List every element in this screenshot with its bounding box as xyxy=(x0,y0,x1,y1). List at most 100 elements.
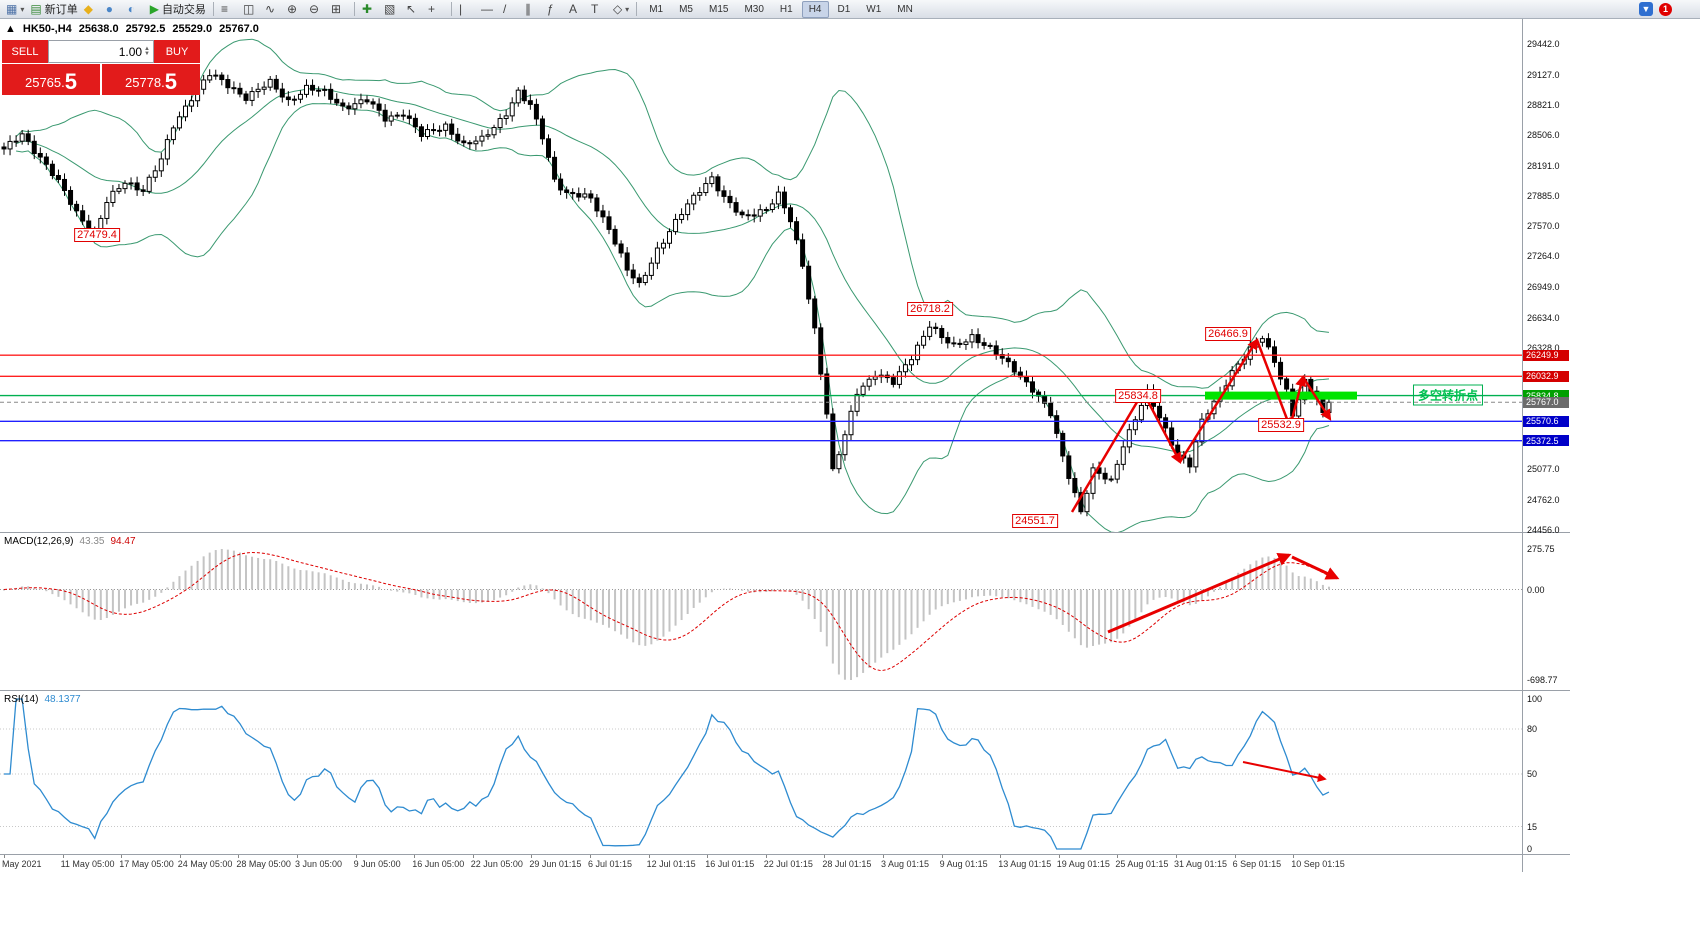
price-tick: 28191.0 xyxy=(1527,160,1560,171)
time-tick-mark xyxy=(1058,855,1060,858)
symbol-label: HK50-,H4 xyxy=(22,23,72,35)
time-tick-mark xyxy=(179,855,181,858)
text-icon: A xyxy=(568,1,577,16)
volume-input[interactable]: 1.00 ▲ ▼ xyxy=(48,40,154,63)
time-tick: 22 Jun 05:00 xyxy=(470,859,523,869)
help-icon[interactable]: ◐ xyxy=(125,1,147,18)
autotrade-button-label: 自动交易 xyxy=(161,4,206,16)
timeframe-h4[interactable]: H4 xyxy=(801,0,829,18)
candlestick-chart-icon: ◫ xyxy=(242,1,255,16)
time-tick: 13 Aug 01:15 xyxy=(998,859,1052,869)
line-chart-icon[interactable]: ∿ xyxy=(262,1,284,18)
timeframe-m15[interactable]: M15 xyxy=(709,3,729,15)
price-tick: 26634.0 xyxy=(1527,312,1560,323)
chart-window-icon[interactable]: ▦ ▾ xyxy=(3,1,27,18)
tile-windows-icon[interactable]: ⊞ xyxy=(328,1,350,18)
market-icon[interactable]: ● xyxy=(103,1,125,18)
toolbar-right-group: ▼ 1 xyxy=(1639,2,1672,16)
buy-price-big: 5 xyxy=(164,69,177,94)
panel-collapse-arrow[interactable]: ▲ xyxy=(5,23,16,35)
time-tick: 10 Sep 01:15 xyxy=(1291,859,1345,869)
shapes-icon[interactable]: ◇ ▾ xyxy=(610,1,632,18)
channel-icon[interactable]: ∥ xyxy=(522,1,544,18)
buy-price[interactable]: 25778. 5 xyxy=(102,64,200,95)
time-tick-mark xyxy=(883,855,884,858)
time-tick: 12 Jul 01:15 xyxy=(646,859,696,869)
quote-high: 25792.5 xyxy=(125,23,166,35)
toolbar-separator xyxy=(353,2,355,16)
time-tick-mark xyxy=(1234,855,1236,858)
rsi-name: RSI(14) xyxy=(4,694,39,705)
price-tick: 24456.0 xyxy=(1527,525,1560,535)
timeframe-d1[interactable]: D1 xyxy=(837,3,851,15)
bar-chart-icon[interactable]: ≡ xyxy=(218,1,240,18)
zoom-in-icon[interactable]: ⊕ xyxy=(284,1,306,18)
time-tick: 16 Jul 01:15 xyxy=(705,859,755,869)
shapes-icon-dropdown[interactable]: ▾ xyxy=(625,4,630,14)
shapes-icon: ◇ xyxy=(612,1,623,16)
time-tick: 3 Jun 05:00 xyxy=(295,859,343,869)
timeframe-m30[interactable]: M30 xyxy=(744,3,764,15)
macd-pane[interactable] xyxy=(0,533,1522,690)
candlestick-chart-icon[interactable]: ◫ xyxy=(240,1,262,18)
time-tick-mark xyxy=(1293,855,1295,858)
rsi-axis-label: 15 xyxy=(1527,821,1538,832)
notification-badge[interactable]: 1 xyxy=(1659,2,1672,16)
horizontal-line-icon[interactable]: — xyxy=(478,1,500,18)
trendline-icon[interactable]: / xyxy=(500,1,522,18)
time-tick-mark xyxy=(62,855,64,858)
macd-axis-label: 0.00 xyxy=(1527,584,1545,595)
time-tick: 25 Aug 01:15 xyxy=(1115,859,1169,869)
macd-axis-label: -698.77 xyxy=(1527,675,1558,685)
timeframe-w1[interactable]: W1 xyxy=(866,3,882,15)
timeframe-mn[interactable]: MN xyxy=(897,3,913,15)
crosshair-icon[interactable]: + xyxy=(425,1,447,18)
price-tick: 27570.0 xyxy=(1527,221,1560,232)
cursor-icon[interactable]: ↖ xyxy=(403,1,425,18)
axis-price-label: 26032.9 xyxy=(1523,370,1569,382)
toolbar-separator xyxy=(450,2,452,16)
new-order-button[interactable]: ▤ 新订单 xyxy=(27,1,80,18)
vertical-line-icon[interactable]: | xyxy=(456,1,478,18)
time-axis[interactable]: May 2021 11 May 05:00 17 May 05:00 24 May 0… xyxy=(0,855,1522,872)
time-tick-mark xyxy=(648,855,650,858)
text-icon[interactable]: A xyxy=(566,1,588,18)
price-chart[interactable] xyxy=(0,19,1522,532)
price-tick: 28821.0 xyxy=(1527,99,1560,110)
label-icon[interactable]: T xyxy=(588,1,610,18)
zoom-out-icon[interactable]: ⊖ xyxy=(306,1,328,18)
autotrade-button[interactable]: ▶ 自动交易 xyxy=(147,1,209,18)
time-tick: 22 Jul 01:15 xyxy=(763,859,813,869)
pane-separator[interactable] xyxy=(0,532,1570,533)
volume-stepper[interactable]: ▲ ▼ xyxy=(144,45,150,57)
sell-price-main: 25765. xyxy=(24,75,65,90)
price-axis-border xyxy=(1522,19,1523,872)
price-axis[interactable]: 29442.0 29127.0 28821.0 28506.0 28191.0 27885… xyxy=(1523,19,1570,872)
time-tick-mark xyxy=(707,855,709,858)
rsi-pane[interactable] xyxy=(0,691,1522,855)
add-indicator-icon: ✚ xyxy=(361,1,372,16)
time-tick: 3 Aug 01:15 xyxy=(881,859,930,869)
sell-price[interactable]: 25765. 5 xyxy=(2,64,100,95)
timeframe-m1[interactable]: M1 xyxy=(649,3,664,15)
buy-button[interactable]: BUY xyxy=(154,40,200,63)
pane-separator[interactable] xyxy=(0,690,1570,691)
chart-template-icon[interactable]: ▧ xyxy=(381,1,403,18)
zoom-in-icon: ⊕ xyxy=(286,1,297,16)
time-tick-mark xyxy=(941,855,943,858)
new-order-button-label: 新订单 xyxy=(44,4,78,16)
rsi-label-row: RSI(14) 48.1377 xyxy=(4,694,81,705)
price-tick: 24762.0 xyxy=(1527,495,1560,506)
mql-community-icon[interactable]: ◆ xyxy=(81,1,103,18)
timeframe-m5[interactable]: M5 xyxy=(679,3,693,15)
timeframe-h1[interactable]: H1 xyxy=(779,3,793,15)
chart-window-icon-dropdown[interactable]: ▾ xyxy=(20,4,25,14)
time-tick: 28 May 05:00 xyxy=(236,859,291,869)
updates-icon[interactable]: ▼ xyxy=(1639,2,1653,16)
fibonacci-icon[interactable]: ƒ xyxy=(544,1,566,18)
mql-community-icon: ◆ xyxy=(83,1,93,16)
time-tick: 28 Jul 01:15 xyxy=(822,859,872,869)
add-indicator-icon[interactable]: ✚ xyxy=(359,1,381,18)
toolbar-buttons: ▦ ▾ ▤ 新订单 ◆ ● ◐ ▶ 自动交易 ≡ ◫ ∿ ⊕ ⊖ ⊞ ✚ ▧ ↖ + | — / ∥ ƒ A T ◇ ▾ xyxy=(3,1,641,18)
sell-button[interactable]: SELL xyxy=(2,40,48,63)
